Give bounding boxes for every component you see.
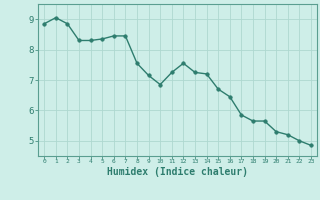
X-axis label: Humidex (Indice chaleur): Humidex (Indice chaleur)	[107, 167, 248, 177]
